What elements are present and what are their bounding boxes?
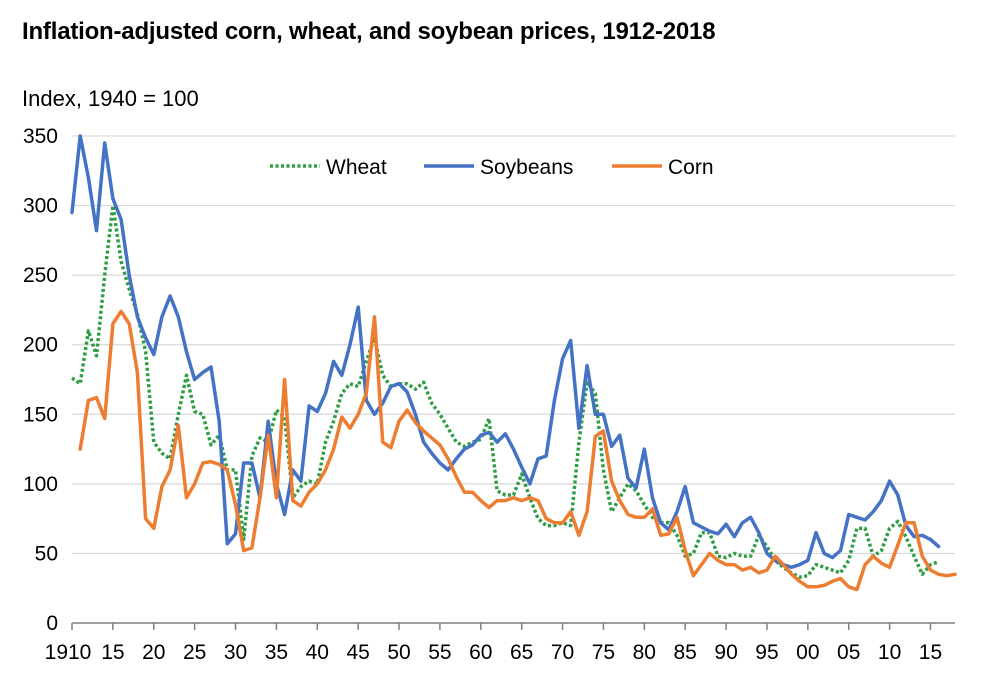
y-tick-label: 0 xyxy=(46,612,58,635)
y-tick-label: 300 xyxy=(23,195,58,218)
x-tick-label: 40 xyxy=(306,641,329,664)
series-line-wheat xyxy=(71,203,940,579)
x-tick-label: 15 xyxy=(101,641,124,664)
chart-title: Inflation-adjusted corn, wheat, and soyb… xyxy=(22,18,716,45)
x-tick-label: 30 xyxy=(224,641,247,664)
y-tick-label: 350 xyxy=(23,125,58,148)
x-tick-label: 00 xyxy=(796,641,819,664)
x-tick-label: 25 xyxy=(183,641,206,664)
x-tick-label: 70 xyxy=(551,641,574,664)
x-tick-label: 90 xyxy=(714,641,737,664)
x-tick-label: 50 xyxy=(387,641,410,664)
x-tick-label: 65 xyxy=(510,641,533,664)
y-tick-label: 150 xyxy=(23,403,58,426)
x-tick-label: 85 xyxy=(674,641,697,664)
x-tick-label: 20 xyxy=(142,641,165,664)
legend-label-corn: Corn xyxy=(668,156,714,179)
x-tick-label: 45 xyxy=(346,641,369,664)
series-lines xyxy=(70,134,957,592)
x-tick-label: 60 xyxy=(469,641,492,664)
x-tick-label: 55 xyxy=(428,641,451,664)
x-tick-label: 1910 xyxy=(45,641,92,664)
x-tick-label: 35 xyxy=(265,641,288,664)
x-tick-label: 15 xyxy=(919,641,942,664)
y-tick-label: 100 xyxy=(23,473,58,496)
x-tick-label: 80 xyxy=(633,641,656,664)
y-axis-label: Index, 1940 = 100 xyxy=(22,86,199,111)
x-tick-label: 75 xyxy=(592,641,615,664)
legend-label-wheat: Wheat xyxy=(326,156,387,179)
series-line-corn xyxy=(78,309,957,592)
legend: Wheat Soybeans Corn xyxy=(270,156,714,179)
x-tick-label: 05 xyxy=(837,641,860,664)
y-tick-label: 200 xyxy=(23,334,58,357)
legend-label-soybeans: Soybeans xyxy=(480,156,573,179)
series-line-soybeans xyxy=(70,134,941,570)
gridlines xyxy=(72,135,955,555)
y-tick-label: 250 xyxy=(23,264,58,287)
y-tick-label: 50 xyxy=(35,542,58,565)
x-tick-label: 10 xyxy=(878,641,901,664)
x-tick-label: 95 xyxy=(755,641,778,664)
